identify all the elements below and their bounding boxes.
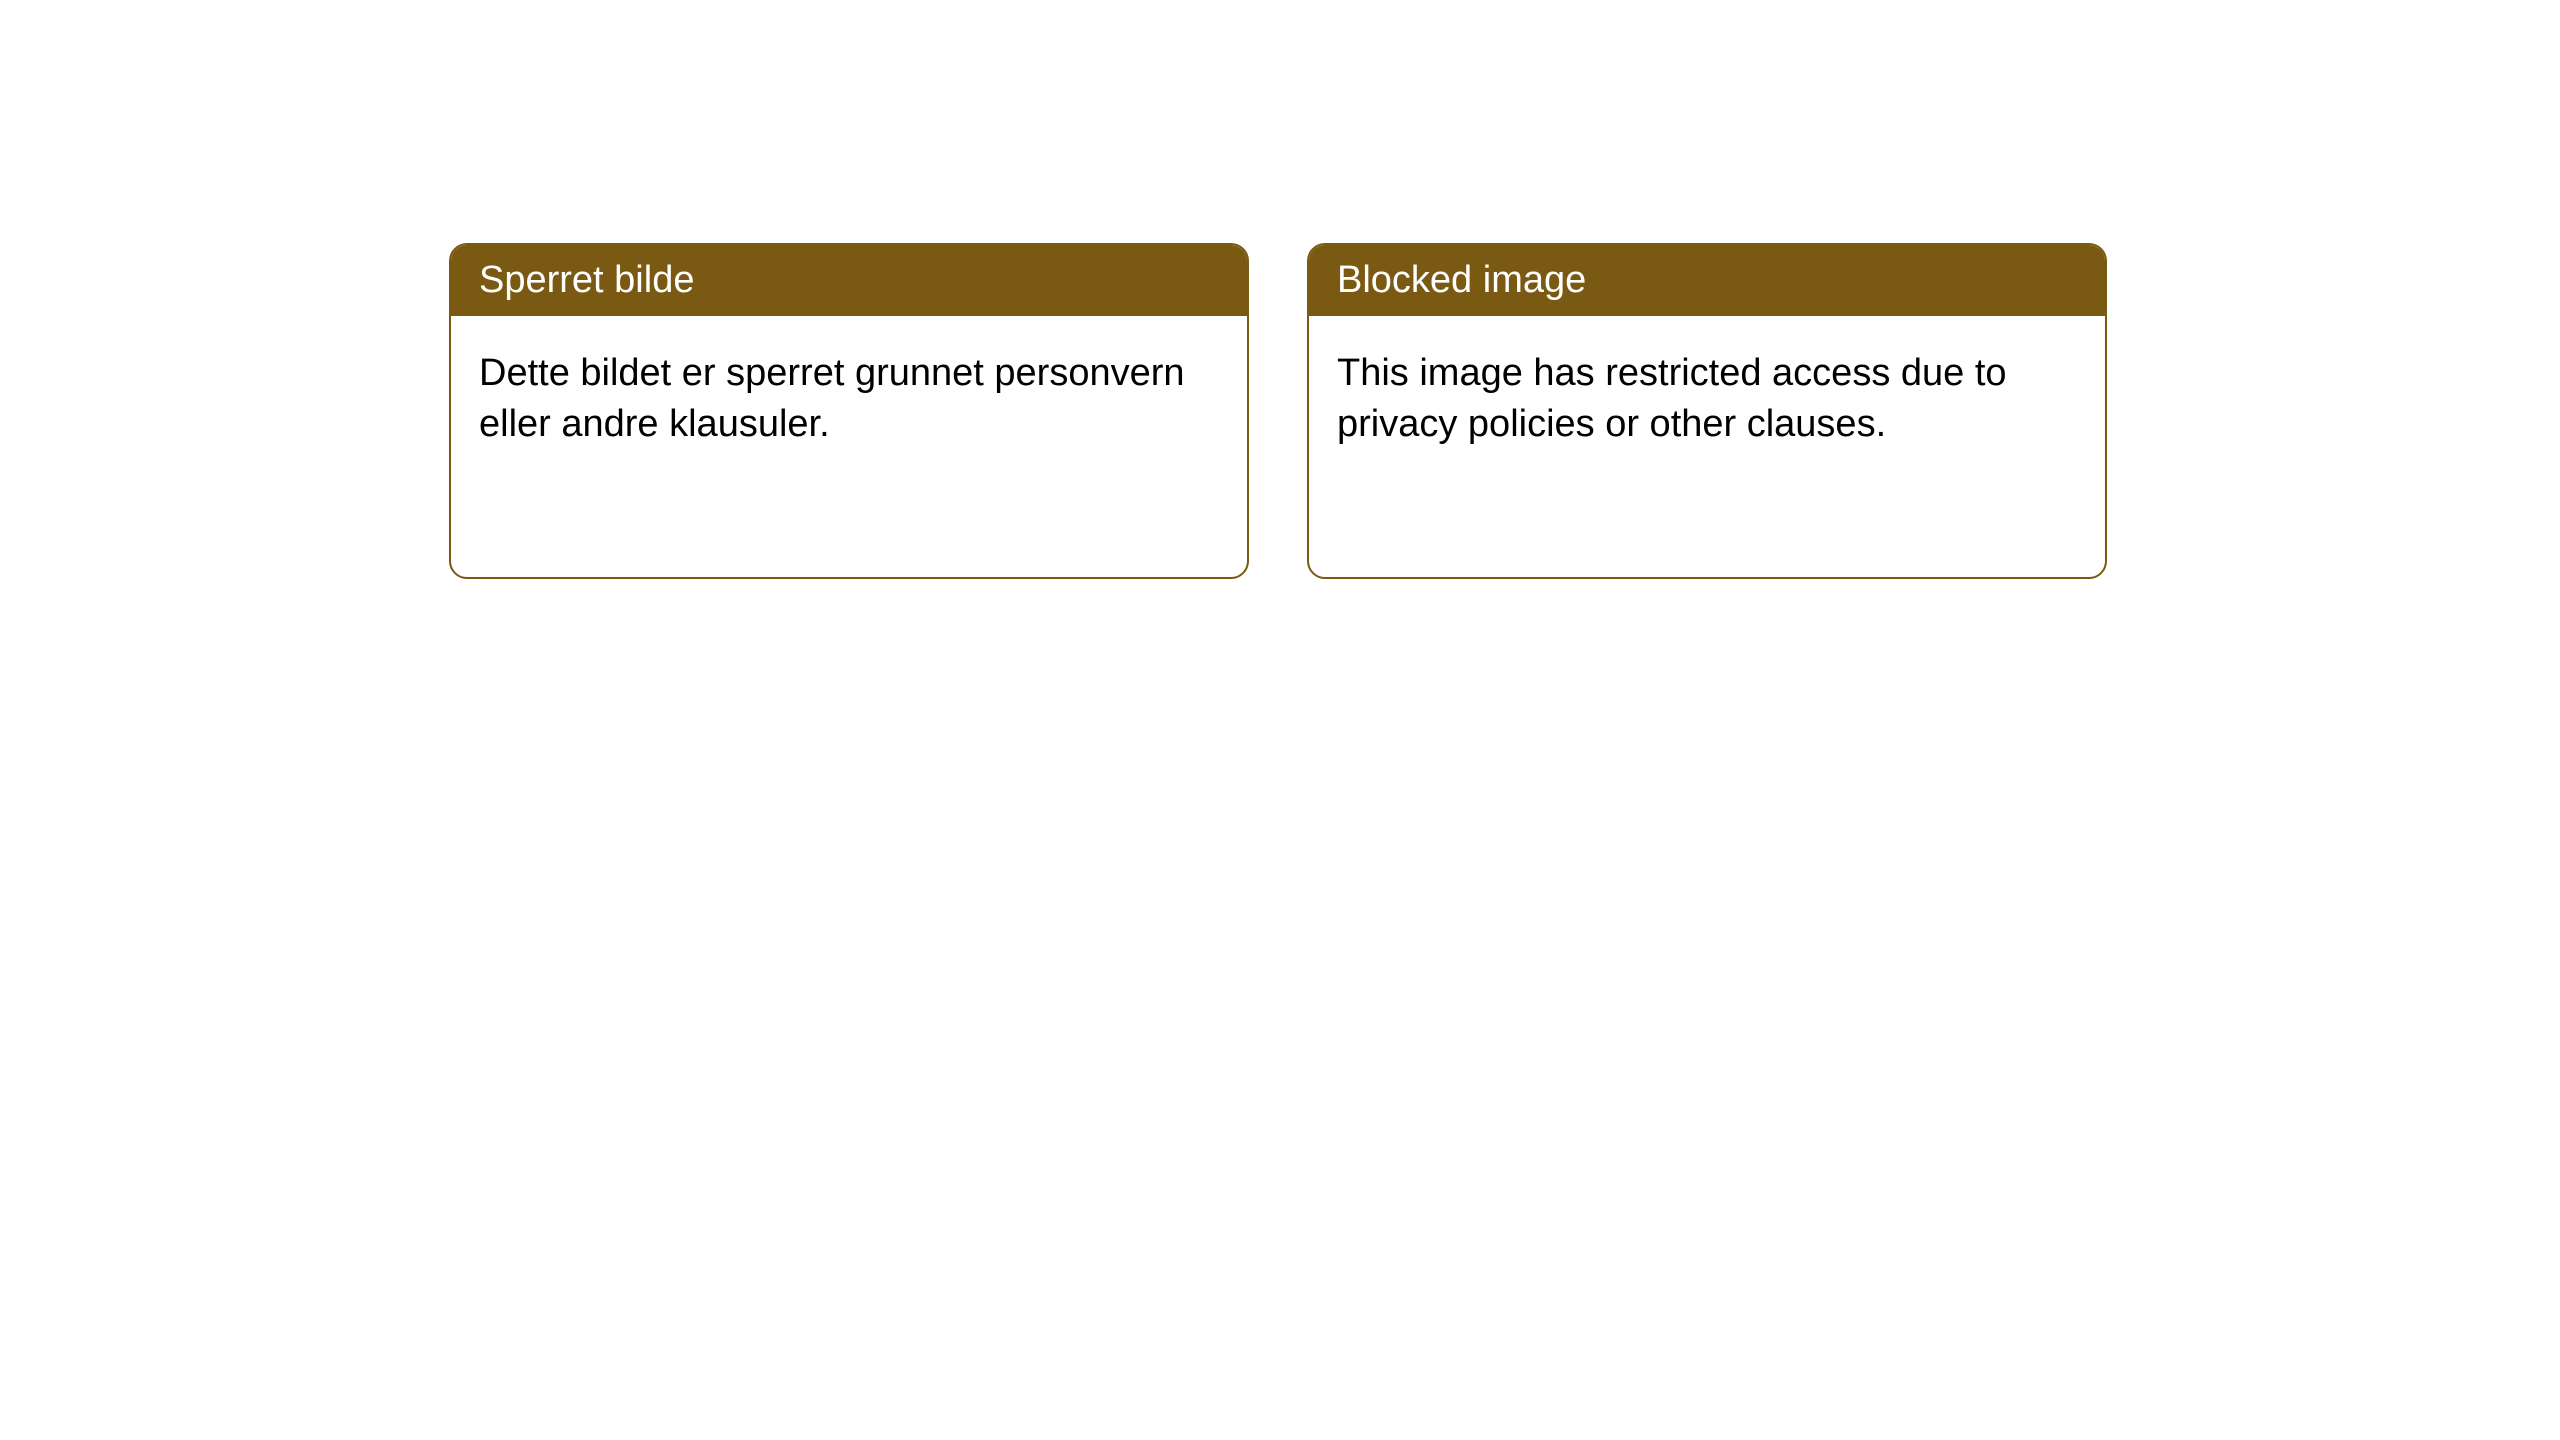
notice-card-norwegian: Sperret bilde Dette bildet er sperret gr… xyxy=(449,243,1249,579)
notice-card-english: Blocked image This image has restricted … xyxy=(1307,243,2107,579)
card-header: Sperret bilde xyxy=(451,245,1247,316)
notice-cards-container: Sperret bilde Dette bildet er sperret gr… xyxy=(449,243,2107,579)
card-body: This image has restricted access due to … xyxy=(1309,316,2105,577)
card-title: Sperret bilde xyxy=(479,259,694,301)
card-title: Blocked image xyxy=(1337,259,1586,301)
card-body-text: Dette bildet er sperret grunnet personve… xyxy=(479,352,1185,445)
card-header: Blocked image xyxy=(1309,245,2105,316)
card-body: Dette bildet er sperret grunnet personve… xyxy=(451,316,1247,577)
card-body-text: This image has restricted access due to … xyxy=(1337,352,2007,445)
